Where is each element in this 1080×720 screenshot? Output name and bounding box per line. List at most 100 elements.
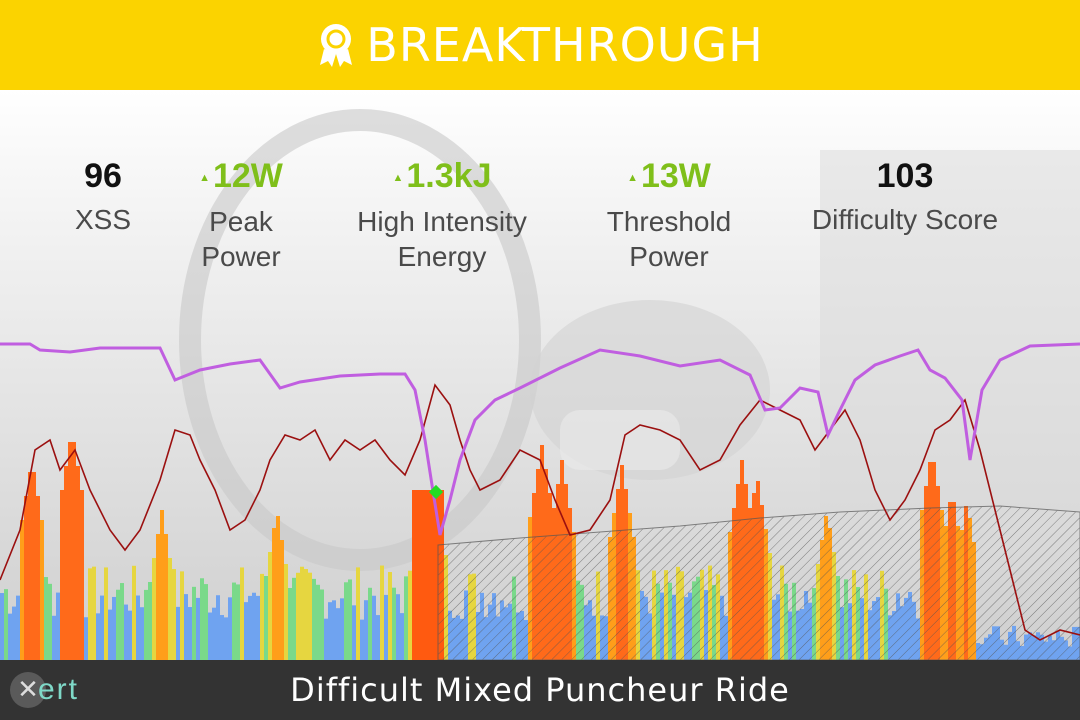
power-bar: [164, 534, 168, 660]
power-bar: [272, 528, 276, 660]
footer-bar: ✕ ert Difficult Mixed Puncheur Ride: [0, 660, 1080, 720]
power-bar: [208, 612, 212, 660]
power-bar: [72, 442, 76, 660]
power-bar: [360, 619, 364, 660]
power-bar: [12, 606, 16, 660]
power-bar: [432, 490, 436, 660]
power-bar: [284, 564, 288, 660]
power-bar: [184, 594, 188, 660]
xert-logo: ✕ ert: [10, 668, 79, 712]
power-bar: [116, 589, 120, 660]
power-bar: [420, 490, 424, 660]
power-bar: [268, 552, 272, 660]
power-bar: [224, 617, 228, 660]
power-bar: [128, 610, 132, 660]
power-bar: [392, 587, 396, 660]
power-bar: [256, 595, 260, 660]
power-bar: [192, 586, 196, 660]
power-bar: [48, 583, 52, 660]
power-bar: [124, 604, 128, 660]
banner-title: BREAKTHROUGH: [366, 18, 764, 72]
power-bar: [84, 617, 88, 660]
power-bar: [44, 577, 48, 660]
stat-label: Difficulty Score: [811, 204, 999, 235]
logo-text: ert: [38, 673, 80, 706]
ride-activity-chart: [0, 342, 1080, 660]
power-bar: [336, 608, 340, 660]
stat-value: 96: [84, 157, 122, 195]
ride-name: Difficult Mixed Puncheur Ride: [290, 671, 790, 709]
power-bar: [248, 595, 252, 660]
power-bar: [352, 605, 356, 660]
stat-threshold-power: ▲13W Threshold Power: [607, 150, 732, 274]
heart-rate-line: [0, 383, 1080, 641]
power-bar: [204, 584, 208, 660]
power-bar: [244, 602, 248, 660]
power-bar: [400, 613, 404, 660]
stat-label: Peak Power: [201, 206, 281, 272]
power-bar: [100, 595, 104, 660]
power-bar: [316, 584, 320, 660]
breakthrough-marker: [428, 484, 444, 500]
stat-high-intensity-energy: ▲1.3kJ High Intensity Energy: [357, 150, 527, 274]
power-bar: [16, 595, 20, 660]
power-bar: [56, 592, 60, 660]
power-bar: [136, 595, 140, 660]
award-ribbon-icon: [320, 24, 353, 67]
power-bar: [308, 572, 312, 660]
power-bar: [404, 576, 408, 660]
power-bar: [160, 510, 164, 660]
power-bar: [168, 558, 172, 660]
power-bar: [288, 588, 292, 660]
power-bar: [200, 578, 204, 660]
power-bar: [60, 490, 64, 660]
power-bar: [216, 595, 220, 660]
power-bar: [180, 571, 184, 660]
power-bar: [220, 615, 224, 660]
power-bar: [132, 565, 136, 660]
power-bar: [112, 596, 116, 660]
power-bar: [292, 577, 296, 660]
power-bar: [344, 582, 348, 660]
power-bar: [348, 579, 352, 660]
power-bar: [140, 607, 144, 660]
trend-up-icon: ▲: [627, 172, 638, 184]
power-bar: [252, 592, 256, 660]
power-bar: [24, 496, 28, 660]
power-bar: [52, 615, 56, 660]
power-bar: [300, 566, 304, 660]
power-bar: [380, 565, 384, 660]
power-bar: [88, 568, 92, 660]
power-bar: [328, 602, 332, 660]
power-bar: [20, 520, 24, 660]
power-bar: [240, 567, 244, 660]
power-bar: [28, 472, 32, 660]
stat-value: 103: [876, 157, 934, 195]
power-bar: [156, 534, 160, 660]
power-bar: [196, 597, 200, 660]
power-bar: [188, 607, 192, 660]
breakthrough-banner: BREAKTHROUGH: [0, 0, 1080, 90]
power-bar: [320, 589, 324, 660]
power-bar: [120, 583, 124, 660]
power-bar: [324, 618, 328, 660]
power-bar: [364, 600, 368, 660]
x-logo-icon: ✕: [10, 672, 46, 708]
power-bar: [4, 589, 8, 660]
power-bar: [40, 520, 44, 660]
mpa-line: [0, 342, 1080, 536]
power-bar: [304, 569, 308, 660]
power-bar: [236, 584, 240, 660]
stat-label: High Intensity Energy: [357, 206, 527, 272]
power-bar: [36, 496, 40, 660]
power-bar: [232, 582, 236, 660]
power-bar: [264, 576, 268, 660]
trend-up-icon: ▲: [199, 172, 210, 184]
stat-value: ▲12W: [199, 157, 283, 195]
power-bar: [64, 466, 68, 660]
power-bar: [384, 594, 388, 660]
power-bar: [416, 490, 420, 660]
power-bar: [412, 490, 416, 660]
power-bar: [148, 582, 152, 660]
power-bar: [276, 516, 280, 660]
